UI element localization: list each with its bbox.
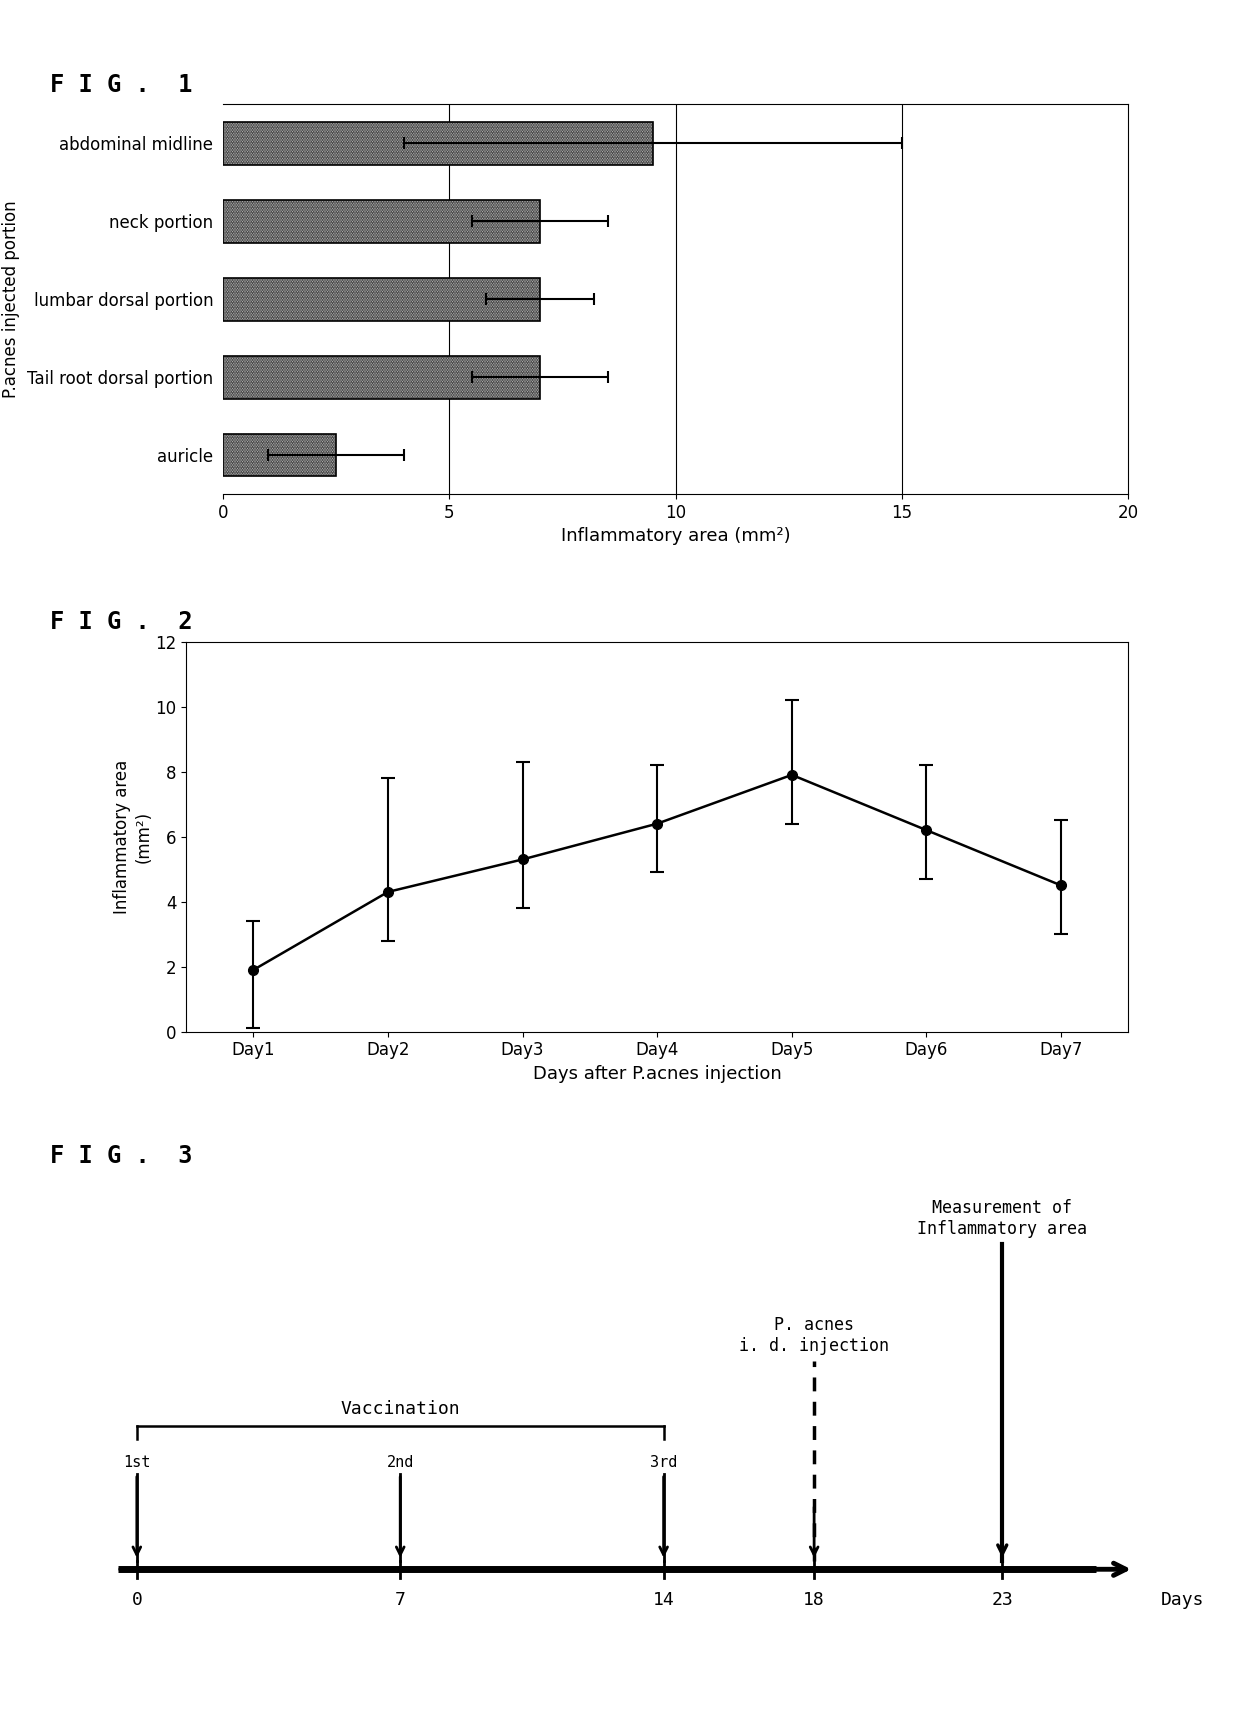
Text: 23: 23 [992,1592,1013,1609]
Text: F I G .  2: F I G . 2 [50,610,192,635]
Text: Days: Days [1161,1592,1204,1609]
Bar [223,121,653,165]
Text: F I G .  3: F I G . 3 [50,1144,192,1169]
Text: Vaccination: Vaccination [341,1399,460,1418]
Text: 3rd: 3rd [650,1455,677,1470]
Text: 1st: 1st [123,1455,150,1470]
Y-axis label: P.acnes injected portion: P.acnes injected portion [2,201,20,397]
Y-axis label: Inflammatory area
(mm²): Inflammatory area (mm²) [113,759,153,914]
Text: 7: 7 [394,1592,405,1609]
Text: 0: 0 [131,1592,143,1609]
Text: F I G .  1: F I G . 1 [50,73,192,97]
Text: 18: 18 [804,1592,825,1609]
Text: 14: 14 [652,1592,675,1609]
X-axis label: Days after P.acnes injection: Days after P.acnes injection [533,1065,781,1084]
Bar [223,277,541,321]
Bar [223,355,541,399]
Text: P. acnes
i. d. injection: P. acnes i. d. injection [739,1316,889,1354]
Text: Measurement of
Inflammatory area: Measurement of Inflammatory area [918,1198,1087,1238]
Bar [223,199,541,243]
X-axis label: Inflammatory area (mm²): Inflammatory area (mm²) [560,527,791,546]
Text: 2nd: 2nd [387,1455,414,1470]
Bar [223,434,336,477]
